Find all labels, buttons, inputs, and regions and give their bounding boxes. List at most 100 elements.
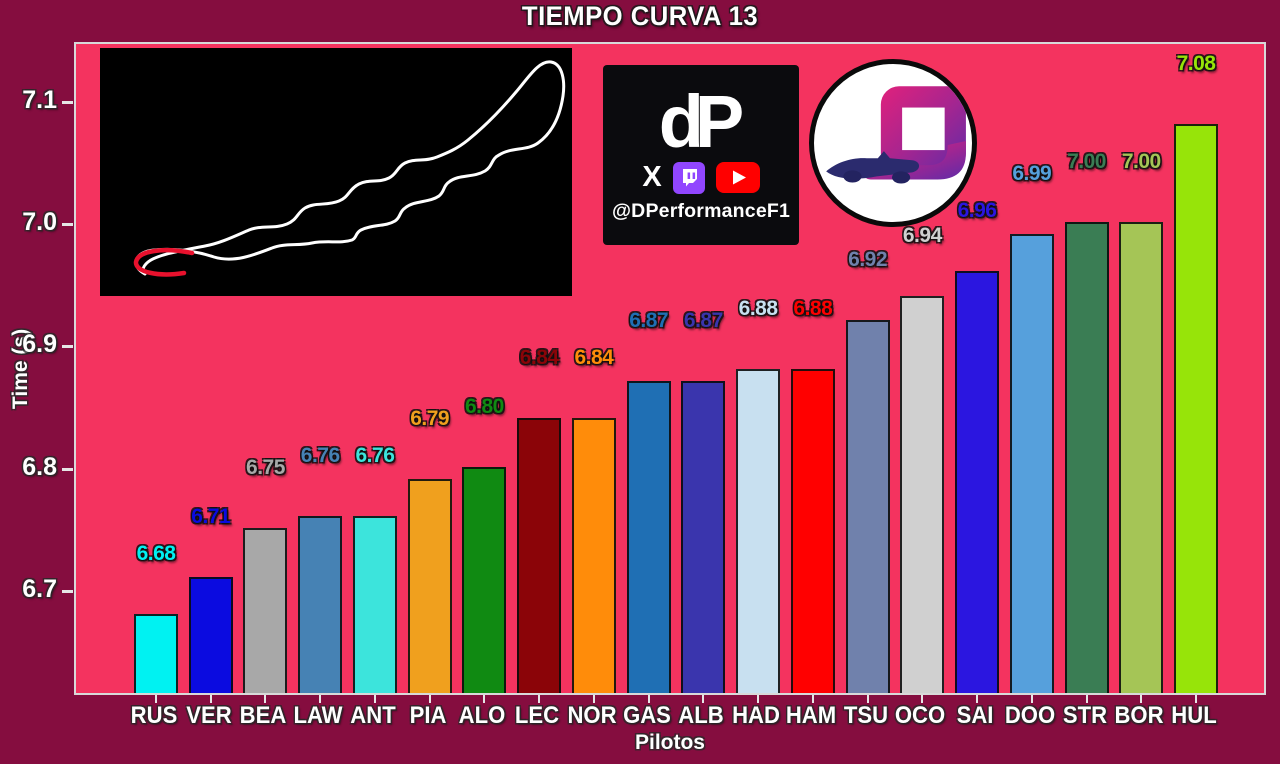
x-tick-mark	[976, 695, 979, 703]
bar-DOO	[1009, 234, 1054, 693]
bar-TSU	[845, 320, 890, 693]
value-label-NOR: 6.84	[574, 345, 614, 369]
bar-PIA	[407, 479, 452, 693]
x-tick-label-BEA: BEA	[240, 702, 287, 729]
x-tick-mark	[483, 695, 486, 703]
y-tick-label-7.0: 7.0	[22, 208, 57, 237]
x-tick-label-HAD: HAD	[732, 702, 781, 729]
bar-NOR	[571, 417, 616, 693]
x-tick-mark	[1030, 695, 1033, 703]
y-tick-mark	[62, 590, 73, 594]
bar-LAW	[298, 515, 343, 693]
value-label-TSU: 6.92	[848, 248, 888, 272]
x-tick-label-PIA: PIA	[409, 702, 447, 729]
social-handle: @DPerformanceF1	[611, 199, 791, 222]
x-tick-label-ANT: ANT	[350, 702, 396, 729]
x-tick-label-ALO: ALO	[459, 702, 506, 729]
x-tick-label-TSU: TSU	[843, 702, 888, 729]
bar-BOR	[1119, 222, 1164, 693]
bar-GAS	[626, 381, 671, 693]
value-label-BOR: 7.00	[1121, 150, 1161, 174]
g-logo-badge	[809, 59, 977, 227]
value-label-LEC: 6.84	[519, 345, 559, 369]
x-tick-mark	[264, 695, 267, 703]
bar-ALO	[462, 466, 507, 693]
bar-LEC	[517, 417, 562, 693]
y-tick-label-6.9: 6.9	[22, 330, 57, 359]
x-tick-mark	[1140, 695, 1143, 703]
x-axis: RUS VER BEA LAW ANT PIA ALO LEC NOR GAS ALB HAD HAM T…	[0, 702, 1280, 734]
bar-OCO	[900, 295, 945, 693]
x-tick-mark	[702, 695, 705, 703]
x-tick-mark	[155, 695, 157, 703]
value-label-STR: 7.00	[1067, 150, 1106, 174]
social-icons-row: X	[642, 160, 760, 196]
value-label-HAM: 6.88	[793, 296, 833, 320]
x-axis-title: Pilotos	[634, 731, 705, 754]
bar-HUL	[1174, 124, 1218, 693]
dp-monogram: dP	[658, 80, 745, 164]
x-tick-mark	[647, 695, 650, 703]
x-tick-mark	[319, 695, 322, 703]
x-tick-mark	[811, 695, 814, 703]
bar-HAM	[790, 368, 835, 693]
x-tick-mark	[757, 695, 760, 703]
bar-BEA	[243, 527, 288, 693]
x-tick-label-HUL: HUL	[1171, 702, 1217, 729]
value-label-PIA: 6.79	[410, 407, 450, 431]
value-label-RUS: 6.68	[136, 541, 176, 565]
x-tick-label-DOO: DOO	[1004, 702, 1055, 729]
value-label-BEA: 6.75	[246, 455, 285, 479]
value-label-GAS: 6.87	[629, 309, 669, 333]
x-tick-mark	[866, 695, 869, 703]
x-tick-label-RUS: RUS	[130, 702, 178, 729]
plot-area: dP X @DPerformanceF1	[74, 42, 1266, 703]
bar-STR	[1064, 222, 1109, 693]
dperformance-logo-box: dP X @DPerformanceF1	[603, 65, 799, 245]
x-tick-label-LAW: LAW	[293, 702, 343, 729]
x-tick-label-SAI: SAI	[956, 702, 994, 729]
x-tick-mark	[1085, 695, 1088, 703]
twitch-icon	[672, 161, 705, 194]
x-tick-label-NOR: NOR	[567, 702, 617, 729]
curve-13-highlight	[133, 247, 195, 277]
value-label-VER: 6.71	[191, 504, 231, 528]
bar-HAD	[736, 368, 781, 693]
bar-ALB	[681, 381, 726, 693]
y-tick-label-6.7: 6.7	[22, 575, 57, 604]
x-twitter-icon: X	[642, 161, 662, 194]
x-tick-mark	[209, 695, 212, 703]
value-label-SAI: 6.96	[957, 199, 997, 223]
y-tick-mark	[62, 345, 73, 349]
x-tick-mark	[538, 695, 541, 703]
value-label-ANT: 6.76	[355, 443, 395, 467]
y-tick-mark	[62, 100, 73, 104]
value-label-HAD: 6.88	[738, 296, 778, 320]
x-tick-mark	[428, 695, 431, 703]
y-tick-mark	[62, 223, 73, 227]
x-tick-label-ALB: ALB	[678, 702, 725, 729]
bar-ANT	[352, 515, 397, 693]
y-tick-label-6.8: 6.8	[22, 452, 57, 481]
value-label-OCO: 6.94	[902, 223, 942, 247]
x-tick-mark	[1195, 695, 1197, 703]
x-tick-mark	[921, 695, 924, 703]
y-axis: 6.7 6.8 6.9 7.0 7.1	[0, 0, 74, 764]
x-tick-mark	[592, 695, 595, 703]
x-tick-label-GAS: GAS	[622, 702, 671, 729]
chart-title: TIEMPO CURVA 13	[521, 1, 759, 31]
bar-VER	[188, 576, 233, 693]
y-tick-label-7.1: 7.1	[22, 85, 57, 114]
bar-SAI	[955, 271, 1000, 693]
y-tick-mark	[62, 467, 73, 471]
x-tick-mark	[373, 695, 376, 703]
x-tick-label-LEC: LEC	[515, 702, 560, 729]
x-tick-label-HAM: HAM	[785, 702, 836, 729]
circuit-map-inset	[100, 48, 572, 296]
x-tick-label-STR: STR	[1062, 702, 1107, 729]
value-label-DOO: 6.99	[1012, 162, 1052, 186]
x-tick-label-VER: VER	[186, 702, 232, 729]
x-tick-label-BOR: BOR	[1114, 702, 1164, 729]
circuit-outline	[134, 60, 566, 276]
value-label-ALB: 6.87	[683, 309, 723, 333]
